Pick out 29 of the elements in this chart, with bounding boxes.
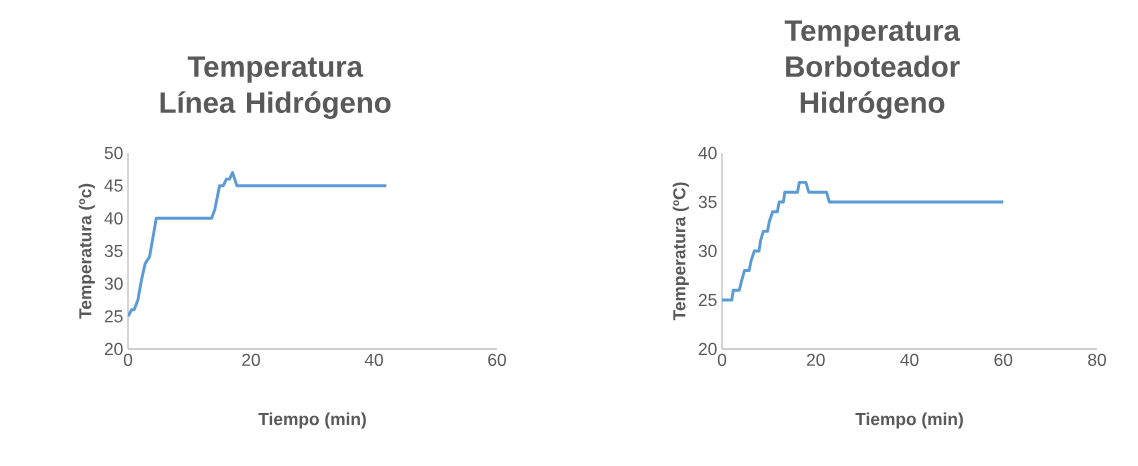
- line-series: [128, 171, 388, 318]
- x-tick-label: 80: [1088, 353, 1106, 366]
- y-tick-label: 20: [698, 342, 717, 356]
- chart-title: Temperatura Borboteador Hidrógeno: [784, 20, 961, 119]
- line-series: [722, 180, 1005, 302]
- y-tick-label: 40: [104, 212, 123, 225]
- y-tick-label: 35: [698, 195, 717, 209]
- y-tick-label: 45: [104, 179, 123, 192]
- y-tick-label: 40: [698, 146, 717, 160]
- x-tick-label: 0: [717, 353, 727, 366]
- y-tick-label: 50: [104, 146, 123, 160]
- x-tick-label: 60: [488, 353, 506, 366]
- x-tick-label: 20: [242, 353, 260, 366]
- y-tick-label: 30: [698, 244, 717, 258]
- x-tick-label: 0: [123, 353, 133, 366]
- chart-title: Temperatura Línea Hidrógeno: [160, 56, 391, 119]
- x-tick-label: 20: [806, 353, 825, 366]
- y-tick-label: 25: [104, 310, 123, 323]
- x-tick-label: 40: [364, 353, 383, 366]
- y-tick-label: 25: [698, 293, 717, 307]
- y-axis-title: Temperatura (ºc): [78, 183, 95, 319]
- x-axis-title: Tiempo (min): [855, 412, 963, 429]
- y-tick-label: 20: [104, 342, 123, 356]
- x-tick-label: 60: [994, 353, 1013, 366]
- y-tick-label: 35: [104, 244, 123, 258]
- x-axis-title: Tiempo (min): [258, 412, 366, 429]
- x-tick-label: 40: [900, 353, 919, 366]
- y-axis-title: Temperatura (ºC): [672, 182, 689, 321]
- y-tick-label: 30: [104, 277, 123, 290]
